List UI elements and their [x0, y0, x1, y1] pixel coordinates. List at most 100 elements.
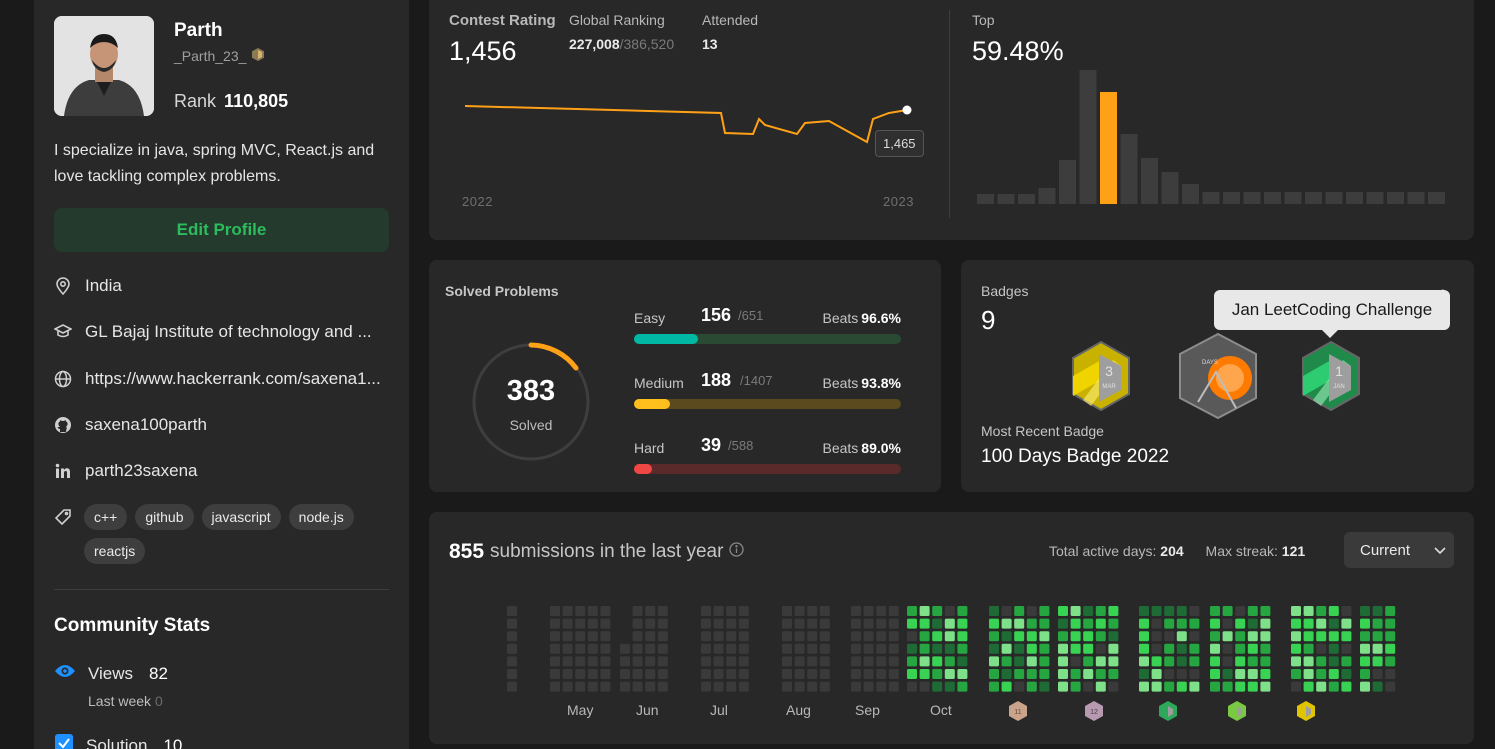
- heatmap-cell[interactable]: [1247, 618, 1258, 629]
- heatmap-cell[interactable]: [1039, 643, 1050, 654]
- heatmap-cell[interactable]: [1083, 606, 1094, 616]
- heatmap-cell[interactable]: [507, 643, 517, 654]
- heatmap-cell[interactable]: [1058, 643, 1068, 654]
- heatmap-cell[interactable]: [620, 681, 630, 692]
- heatmap-cell[interactable]: [1372, 643, 1383, 654]
- heatmap-cell[interactable]: [989, 643, 999, 654]
- heatmap-cell[interactable]: [1189, 643, 1200, 654]
- jan-mini-badge-icon[interactable]: [1157, 700, 1179, 722]
- solved-ring[interactable]: [471, 342, 591, 462]
- heatmap-cell[interactable]: [1316, 618, 1327, 629]
- heatmap-cell[interactable]: [1164, 669, 1175, 679]
- heatmap-cell[interactable]: [957, 631, 968, 642]
- heatmap-cell[interactable]: [1070, 606, 1081, 616]
- heatmap-cell[interactable]: [507, 681, 517, 692]
- heatmap-cell[interactable]: [1014, 669, 1025, 679]
- heatmap-cell[interactable]: [1303, 606, 1314, 616]
- heatmap-cell[interactable]: [1316, 606, 1327, 616]
- heatmap-cell[interactable]: [957, 681, 968, 692]
- heatmap-cell[interactable]: [1291, 681, 1301, 692]
- heatmap-cell[interactable]: [1222, 681, 1233, 692]
- heatmap-cell[interactable]: [1291, 631, 1301, 642]
- heatmap-cell[interactable]: [1260, 681, 1271, 692]
- heatmap-cell[interactable]: [632, 618, 643, 629]
- heatmap-cell[interactable]: [863, 681, 874, 692]
- heatmap-cell[interactable]: [562, 631, 573, 642]
- heatmap-cell[interactable]: [1108, 631, 1119, 642]
- heatmap-cell[interactable]: [620, 643, 630, 654]
- heatmap-cell[interactable]: [807, 631, 818, 642]
- heatmap-cell[interactable]: [944, 656, 955, 667]
- heatmap-cell[interactable]: [632, 631, 643, 642]
- heatmap-cell[interactable]: [1260, 669, 1271, 679]
- heatmap-cell[interactable]: [944, 669, 955, 679]
- heatmap-cell[interactable]: [1095, 606, 1106, 616]
- heatmap-cell[interactable]: [989, 631, 999, 642]
- heatmap-cell[interactable]: [1083, 681, 1094, 692]
- heatmap-cell[interactable]: [600, 606, 611, 616]
- heatmap-cell[interactable]: [1189, 681, 1200, 692]
- heatmap-cell[interactable]: [888, 631, 899, 642]
- heatmap-cell[interactable]: [907, 681, 917, 692]
- heatmap-cell[interactable]: [932, 606, 943, 616]
- heatmap-cell[interactable]: [1303, 656, 1314, 667]
- heatmap-cell[interactable]: [1070, 643, 1081, 654]
- heatmap-cell[interactable]: [575, 643, 586, 654]
- heatmap-cell[interactable]: [562, 681, 573, 692]
- heatmap-cell[interactable]: [1095, 656, 1106, 667]
- skill-tag[interactable]: node.js: [288, 504, 354, 530]
- heatmap-cell[interactable]: [1303, 669, 1314, 679]
- 100-days-badge-icon[interactable]: DAYS: [1176, 332, 1260, 420]
- heatmap-cell[interactable]: [587, 656, 598, 667]
- heatmap-cell[interactable]: [876, 643, 887, 654]
- heatmap-cell[interactable]: [657, 631, 668, 642]
- skill-tag[interactable]: c++: [84, 504, 128, 530]
- heatmap-cell[interactable]: [819, 631, 830, 642]
- heatmap-cell[interactable]: [1247, 606, 1258, 616]
- heatmap-cell[interactable]: [1151, 606, 1162, 616]
- heatmap-cell[interactable]: [550, 606, 560, 616]
- heatmap-cell[interactable]: [562, 643, 573, 654]
- heatmap-cell[interactable]: [989, 681, 999, 692]
- heatmap-cell[interactable]: [1385, 606, 1396, 616]
- heatmap-cell[interactable]: [1001, 643, 1012, 654]
- heatmap-cell[interactable]: [1039, 618, 1050, 629]
- heatmap-cell[interactable]: [782, 631, 792, 642]
- heatmap-cell[interactable]: [587, 618, 598, 629]
- heatmap-cell[interactable]: [1385, 631, 1396, 642]
- heatmap-cell[interactable]: [1341, 631, 1352, 642]
- heatmap-cell[interactable]: [1303, 631, 1314, 642]
- heatmap-cell[interactable]: [1039, 681, 1050, 692]
- heatmap-cell[interactable]: [1189, 618, 1200, 629]
- heatmap-cell[interactable]: [1139, 681, 1149, 692]
- heatmap-cell[interactable]: [587, 631, 598, 642]
- heatmap-cell[interactable]: [1058, 618, 1068, 629]
- skill-tag[interactable]: javascript: [201, 504, 281, 530]
- edit-profile-button[interactable]: Edit Profile: [54, 208, 389, 252]
- heatmap-cell[interactable]: [1247, 631, 1258, 642]
- heatmap-cell[interactable]: [851, 631, 861, 642]
- heatmap-cell[interactable]: [1328, 631, 1339, 642]
- heatmap-cell[interactable]: [701, 643, 711, 654]
- rating-histogram[interactable]: [975, 70, 1455, 215]
- heatmap-cell[interactable]: [600, 643, 611, 654]
- github-link[interactable]: saxena100parth: [85, 415, 207, 434]
- heatmap-cell[interactable]: [1095, 669, 1106, 679]
- heatmap-cell[interactable]: [957, 656, 968, 667]
- heatmap-cell[interactable]: [1316, 656, 1327, 667]
- heatmap-cell[interactable]: [587, 643, 598, 654]
- heatmap-cell[interactable]: [1058, 631, 1068, 642]
- heatmap-cell[interactable]: [575, 669, 586, 679]
- heatmap-cell[interactable]: [1164, 631, 1175, 642]
- heatmap-cell[interactable]: [888, 643, 899, 654]
- heatmap-cell[interactable]: [713, 631, 724, 642]
- heatmap-cell[interactable]: [1210, 643, 1220, 654]
- heatmap-cell[interactable]: [807, 643, 818, 654]
- heatmap-cell[interactable]: [1291, 606, 1301, 616]
- heatmap-cell[interactable]: [1189, 606, 1200, 616]
- heatmap-cell[interactable]: [1001, 618, 1012, 629]
- heatmap-cell[interactable]: [726, 631, 737, 642]
- heatmap-cell[interactable]: [1026, 656, 1037, 667]
- heatmap-cell[interactable]: [701, 681, 711, 692]
- heatmap-cell[interactable]: [1026, 669, 1037, 679]
